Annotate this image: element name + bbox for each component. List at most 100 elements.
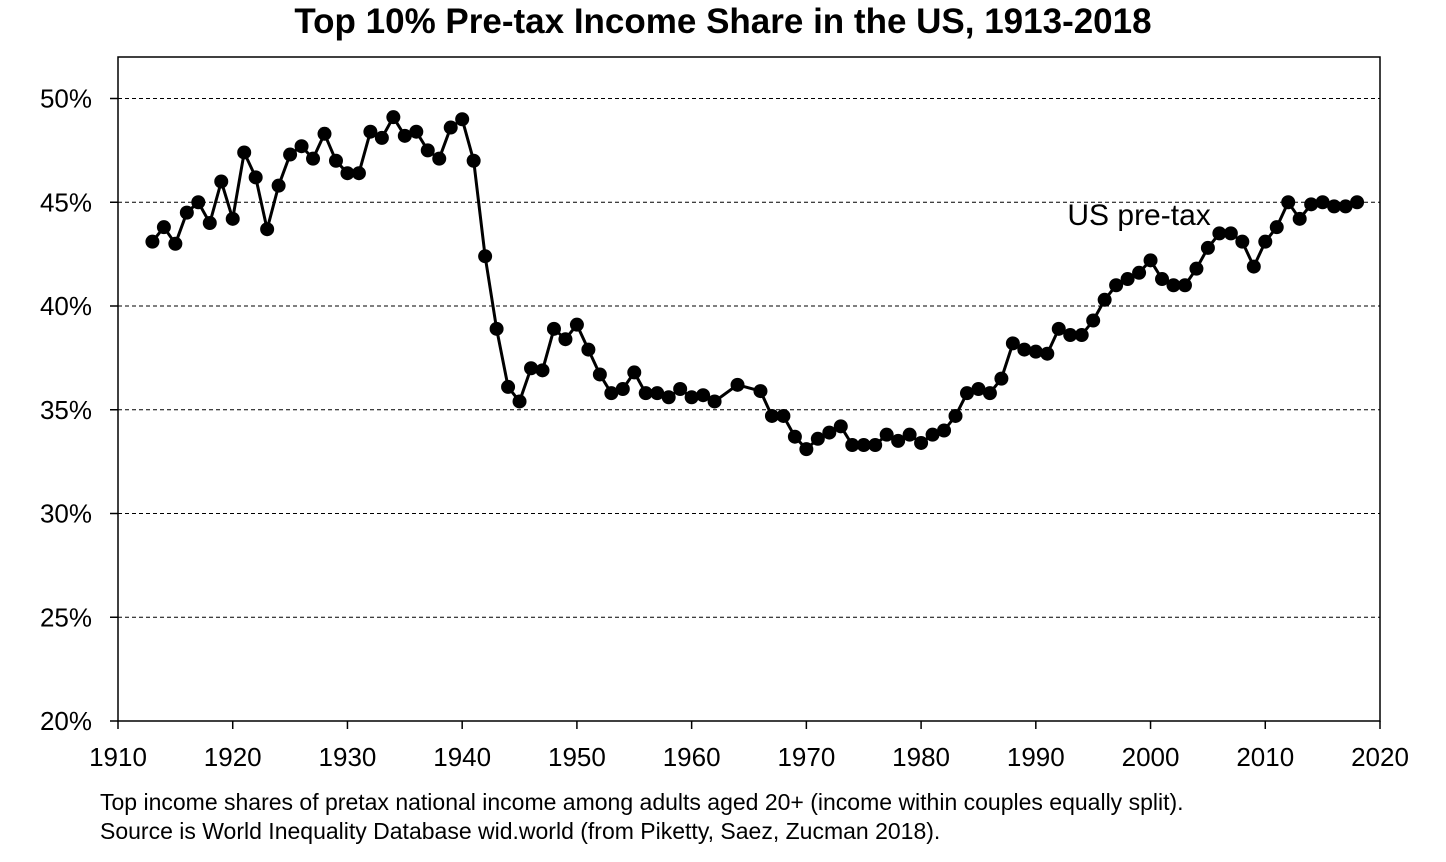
data-point bbox=[191, 195, 206, 210]
data-point bbox=[294, 139, 309, 154]
data-point bbox=[466, 153, 481, 168]
chart-title: Top 10% Pre-tax Income Share in the US, … bbox=[294, 2, 1152, 41]
data-point bbox=[1315, 195, 1330, 210]
data-point bbox=[1304, 197, 1319, 212]
data-point bbox=[994, 371, 1009, 386]
data-point bbox=[833, 419, 848, 434]
data-point bbox=[1028, 344, 1043, 359]
data-point bbox=[501, 379, 516, 394]
data-point bbox=[420, 143, 435, 158]
data-point bbox=[868, 438, 883, 453]
data-point bbox=[1017, 342, 1032, 357]
footnote-definition: Top income shares of pretax national inc… bbox=[100, 789, 1184, 815]
line-chart: 20% 25% 30% 35% 40% 45% 50% 1910 1920 1930 1940 195… bbox=[40, 56, 1409, 773]
data-point bbox=[432, 151, 447, 166]
annotations: US pre-tax bbox=[1067, 199, 1210, 232]
data-point bbox=[971, 382, 986, 396]
x-tick-label: 2000 bbox=[1122, 742, 1180, 772]
x-tick-label: 1980 bbox=[892, 742, 950, 772]
data-point bbox=[1005, 336, 1020, 351]
data-point bbox=[937, 423, 952, 438]
y-tick-label: 25% bbox=[40, 602, 92, 632]
data-point bbox=[1189, 261, 1204, 276]
data-point bbox=[512, 394, 527, 409]
data-point bbox=[696, 388, 711, 403]
data-point bbox=[478, 249, 493, 264]
data-point bbox=[684, 390, 699, 405]
footnote-source: Source is World Inequality Database wid.… bbox=[100, 818, 941, 844]
data-point bbox=[524, 361, 539, 376]
data-point bbox=[1258, 234, 1273, 249]
data-point bbox=[615, 382, 630, 396]
data-point bbox=[1120, 272, 1135, 287]
data-point bbox=[753, 384, 768, 399]
data-point bbox=[1063, 328, 1078, 343]
data-point bbox=[638, 386, 653, 401]
data-point bbox=[604, 386, 619, 401]
data-point bbox=[1132, 265, 1147, 280]
data-point bbox=[1074, 328, 1089, 343]
x-tick-label: 1960 bbox=[663, 742, 721, 772]
data-point bbox=[225, 211, 240, 226]
data-point bbox=[707, 394, 722, 409]
data-point bbox=[1281, 195, 1296, 210]
data-point bbox=[397, 128, 412, 143]
data-point bbox=[1350, 195, 1365, 210]
x-tick-label: 1990 bbox=[1007, 742, 1065, 772]
data-point bbox=[822, 425, 837, 440]
x-tick-label: 2020 bbox=[1351, 742, 1409, 772]
data-point bbox=[237, 145, 252, 160]
data-point bbox=[1338, 199, 1353, 214]
data-point bbox=[317, 126, 332, 141]
data-point bbox=[1086, 313, 1101, 328]
data-point bbox=[810, 431, 825, 446]
data-point bbox=[535, 363, 550, 378]
x-tick-label: 1950 bbox=[548, 742, 606, 772]
data-point bbox=[1246, 259, 1261, 274]
data-point bbox=[1177, 278, 1192, 293]
data-point bbox=[489, 321, 504, 336]
data-point bbox=[1166, 278, 1181, 293]
y-tick-label: 35% bbox=[40, 395, 92, 425]
data-point bbox=[546, 321, 561, 336]
data-point bbox=[948, 408, 963, 423]
data-point bbox=[374, 130, 389, 145]
data-point bbox=[248, 170, 263, 185]
data-point bbox=[455, 112, 470, 127]
data-point bbox=[1269, 220, 1284, 235]
series-label: US pre-tax bbox=[1067, 199, 1210, 232]
data-point bbox=[902, 427, 917, 442]
data-point bbox=[764, 408, 779, 423]
data-point bbox=[1155, 272, 1170, 287]
x-tick-label: 1910 bbox=[89, 742, 147, 772]
data-point bbox=[914, 435, 929, 450]
data-point bbox=[156, 220, 171, 235]
data-point bbox=[925, 427, 940, 442]
data-point bbox=[650, 386, 665, 401]
data-point bbox=[1200, 240, 1215, 255]
plot-frame bbox=[117, 56, 1381, 722]
x-tick-label: 1920 bbox=[204, 742, 262, 772]
data-point bbox=[856, 438, 871, 453]
axis-ticks: 20% 25% 30% 35% 40% 45% 50% 1910 1920 1930 1940 195… bbox=[40, 84, 1409, 773]
data-point bbox=[1109, 278, 1124, 293]
data-point bbox=[730, 377, 745, 392]
data-point bbox=[328, 153, 343, 168]
data-point bbox=[306, 151, 321, 166]
data-point bbox=[982, 386, 997, 401]
y-tick-label: 40% bbox=[40, 291, 92, 321]
y-tick-label: 50% bbox=[40, 84, 92, 114]
data-point bbox=[271, 178, 286, 193]
x-tick-label: 1940 bbox=[433, 742, 491, 772]
data-point bbox=[569, 317, 584, 332]
data-point bbox=[879, 427, 894, 442]
data-point bbox=[409, 124, 424, 139]
data-point bbox=[787, 429, 802, 444]
data-point bbox=[581, 342, 596, 357]
data-point bbox=[1223, 226, 1238, 241]
data-point bbox=[1327, 199, 1342, 214]
data-point bbox=[627, 365, 642, 380]
gridlines bbox=[118, 98, 1380, 618]
data-point bbox=[386, 110, 401, 125]
data-point bbox=[1040, 346, 1055, 361]
